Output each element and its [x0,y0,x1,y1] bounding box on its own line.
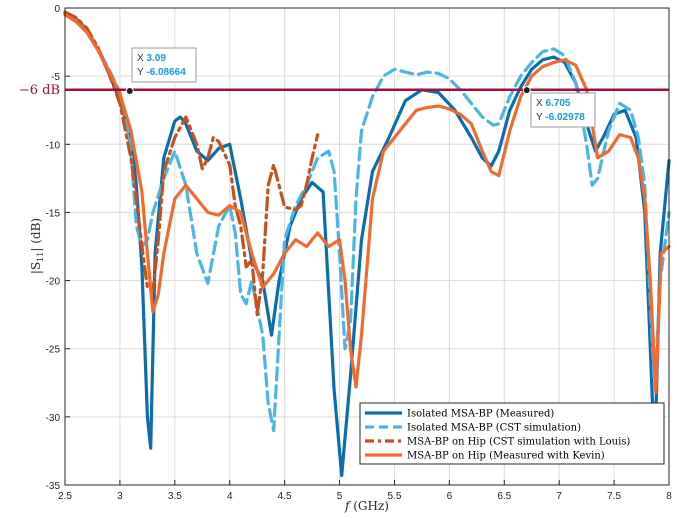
tick-labels: 2.5 3 3.5 4 4.5 5 5.5 6 6.5 7 7.5 8 0 -5 -10 -15 -20 -25 -… [46,4,673,502]
x-tick-label: 8 [666,491,672,502]
reference-line-layer: −6 dB [19,83,669,98]
x-axis-label: f (GHz) [344,499,389,513]
datatip-y-value: -6.08664 [146,67,186,78]
x-tick-label: 3.5 [168,491,182,502]
y-tick-label: -25 [46,345,61,356]
datatip-marker [125,86,134,95]
x-tick-label: 7 [556,491,562,502]
minus-6db-label: −6 dB [19,83,60,98]
y-tick-label: -20 [46,277,61,288]
x-tick-label: 4 [227,491,233,502]
y-axis-label: |S11| (dB) [29,218,45,274]
datatip-box [131,47,197,83]
y-tick-label: -10 [46,140,61,151]
y-tick-label: -15 [46,208,61,219]
legend: Isolated MSA-BP (Measured) Isolated MSA-B… [359,402,665,465]
y-tick-label: 0 [54,4,60,15]
y-tick-label: -35 [46,481,61,492]
datatip-marker [522,86,531,95]
legend-label-2: Isolated MSA-BP (CST simulation) [407,423,581,434]
datatip-y-row: Y -6.02978 [536,112,585,123]
x-tick-label: 6 [447,491,453,502]
datatip-x-value: 3.09 [146,53,166,64]
datatip-x-label: X [536,98,545,109]
datatip-y-row: Y -6.08664 [137,67,186,78]
y-tick-label: -5 [51,72,60,83]
datatip-x-label: X [137,53,146,64]
datatip-x-value: 6.705 [545,98,570,109]
y-tick-label: -30 [46,413,61,424]
datatip-y-label: Y [137,67,146,78]
x-tick-label: 3 [117,491,123,502]
x-tick-label: 5.5 [388,491,402,502]
plot-frame [64,7,670,486]
datatip-box [530,92,596,128]
legend-label-1: Isolated MSA-BP (Measured) [407,409,554,420]
legend-label-4: MSA-BP on Hip (Measured with Kevin) [407,451,605,462]
datatip-x-row: X 3.09 [137,53,166,64]
legend-box [359,402,665,465]
datatip-y-value: -6.02978 [545,112,585,123]
x-tick-label: 7.5 [607,491,621,502]
x-tick-label: 2.5 [58,491,72,502]
series-line-3 [63,10,320,317]
x-tick-label: 5 [337,491,343,502]
legend-label-3: MSA-BP on Hip (CST simulation with Louis… [407,437,630,448]
datatip-x-row: X 6.705 [536,98,571,109]
x-tick-label: 6.5 [497,491,511,502]
x-tick-label: 4.5 [278,491,292,502]
datatip-y-label: Y [536,112,545,123]
